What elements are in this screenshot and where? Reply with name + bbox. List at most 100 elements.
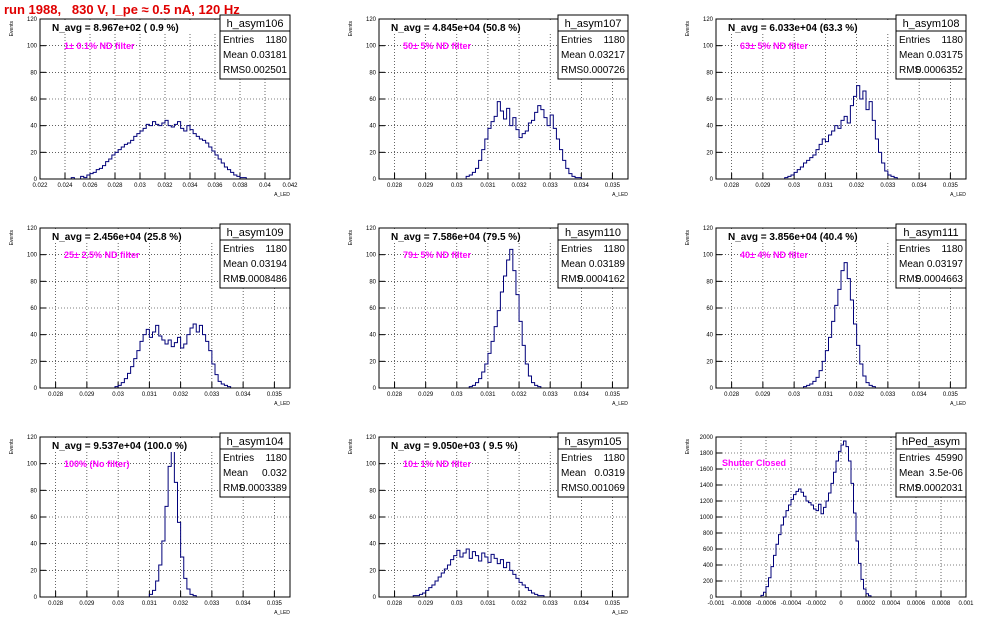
x-tick-label: -0.0004 [781,601,802,607]
stats-value: 1180 [941,244,963,255]
stats-box [219,14,291,80]
stats-value: 0.03197 [927,259,964,270]
x-tick-label: -0.0006 [756,601,777,607]
x-tick-label: 0.031 [818,392,834,398]
filter-label: 1± 0.1% ND filter [64,41,135,51]
histogram-series [412,548,545,597]
plot-frame [378,227,629,389]
stats-title: h_asym109 [227,227,284,239]
x-tick-label: 0.028 [48,392,64,398]
y-tick-label: 600 [703,547,714,553]
stats-title: h_asym110 [565,227,621,239]
x-tick-label: 0.028 [724,392,740,398]
x-tick-label: 0.028 [48,601,64,607]
x-tick-label: 0.034 [574,601,590,607]
stats-value: 0.03181 [251,50,288,61]
stats-label: Mean [899,259,924,270]
stats-value: 3.5e-06 [929,468,963,479]
histogram-series [114,323,232,388]
x-tick-label: 0.034 [236,601,252,607]
x-tick-label: 0.029 [418,601,434,607]
stats-value: 0.0008486 [240,274,288,285]
y-tick-label: 80 [30,279,37,285]
plot-frame [715,436,967,598]
y-tick-label: 60 [706,306,713,312]
y-tick-label: 120 [703,17,714,23]
x-tick-label: 0.036 [207,183,223,189]
y-tick-label: 120 [703,226,714,232]
y-tick-label: 20 [30,359,37,365]
stats-value: 0.0319 [594,468,625,479]
x-tick-label: 0.001 [958,601,974,607]
stats-box [557,14,629,80]
stats-label: Entries [899,453,930,464]
x-tick-label: 0.029 [418,183,434,189]
filter-label: 100% (No filter) [64,459,130,469]
stats-value: 0.032 [262,468,287,479]
stats-label: Mean [223,259,248,270]
stats-title: hPed_asym [902,436,960,448]
x-tick-label: 0.032 [849,392,865,398]
y-tick-label: 0 [373,386,377,392]
chart-panel-h_asym106: 0.022 0.024 0.026 0.028 0.03 0.032 0.034 0.036 0… [9,14,298,198]
y-tick-label: 1400 [700,483,714,489]
filter-label: 79± 5% ND filter [403,250,471,260]
stats-title: h_asym104 [227,436,284,448]
chart-panel-h_asym111: 0.028 0.029 0.03 0.031 0.032 0.033 0.034 0.035 0… [685,223,967,407]
y-tick-label: 20 [369,150,376,156]
x-tick-label: 0.03 [112,392,124,398]
histogram-series [148,449,197,597]
stats-title: h_asym107 [565,18,622,30]
y-tick-label: 20 [706,150,713,156]
navg-box [380,20,560,34]
x-tick-label: -0.0002 [806,601,827,607]
x-tick-label: 0.033 [880,183,896,189]
y-tick-label: 120 [366,226,377,232]
y-tick-label: 40 [369,124,376,130]
x-tick-label: 0.033 [204,392,220,398]
x-tick-label: 0.032 [849,183,865,189]
filter-label: 10± 1% ND filter [403,459,471,469]
stats-value: 0.0002031 [916,483,964,494]
stats-value: 1180 [603,35,625,46]
stats-box [219,432,291,498]
x-tick-label: 0.0002 [857,601,876,607]
x-tick-label: 0.032 [157,183,173,189]
plot-frame [39,18,291,180]
stats-label: Entries [899,35,930,46]
y-tick-label: 0 [710,177,714,183]
stats-value: 0.03189 [589,259,626,270]
y-tick-label: 60 [369,97,376,103]
y-axis-label: Events [685,21,691,37]
x-tick-label: 0.034 [182,183,198,189]
x-tick-label: 0.031 [480,601,496,607]
page-title: run 1988, 830 V, I_pe ≈ 0.5 nA, 120 Hz [4,2,240,17]
stats-label: Mean [223,50,248,61]
y-tick-label: 40 [30,333,37,339]
x-tick-label: 0.029 [418,392,434,398]
stats-box [895,14,967,80]
navg-text: N_avg = 9.050e+03 ( 9.5 %) [391,441,518,452]
y-tick-label: 200 [703,579,714,585]
navg-text: N_avg = 4.845e+04 (50.8 %) [391,23,521,34]
plot-frame [39,436,291,598]
y-tick-label: 60 [30,97,37,103]
x-tick-label: 0.0004 [882,601,901,607]
stats-value: 1180 [265,35,287,46]
stats-title: h_asym105 [565,436,622,448]
stats-label: Entries [223,244,254,255]
x-tick-label: 0.034 [574,392,590,398]
y-tick-label: 120 [366,17,377,23]
y-tick-label: 20 [706,359,713,365]
x-tick-label: 0.038 [232,183,248,189]
stats-value: 0.03175 [927,50,964,61]
stats-value: 0.03217 [589,50,626,61]
x-tick-label: 0.035 [267,601,283,607]
plot-frame [715,227,967,389]
stats-label: RMS [561,483,584,494]
navg-text: N_avg = 6.033e+04 (63.3 %) [728,23,858,34]
y-tick-label: 40 [30,124,37,130]
filter-label: 25± 2.5% ND filter [64,250,140,260]
y-axis-label: Events [348,21,354,37]
